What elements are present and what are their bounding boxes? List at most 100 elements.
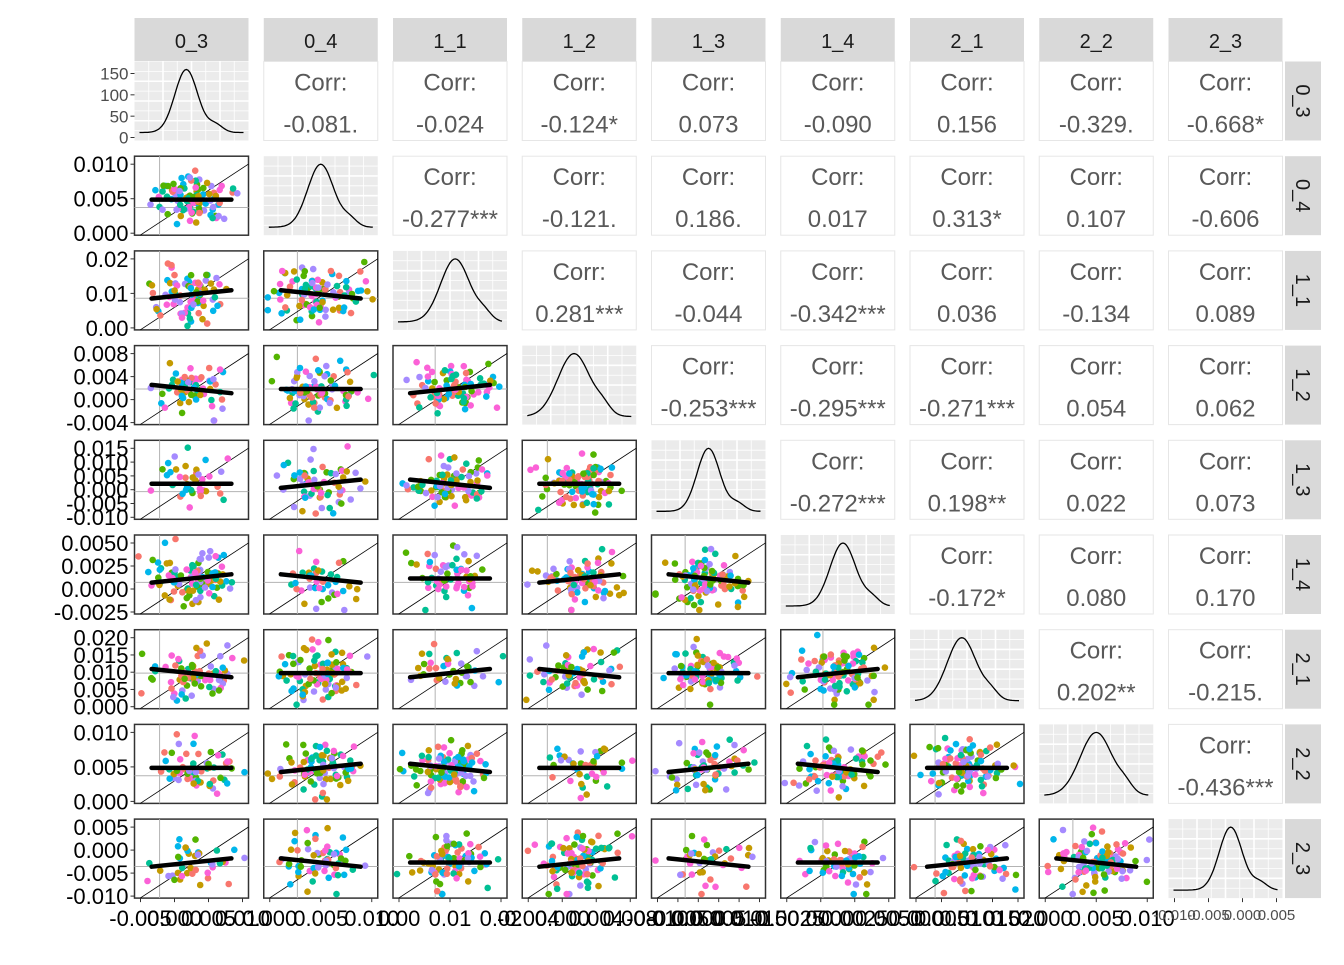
scatter-point	[822, 736, 830, 743]
scatter-point	[335, 559, 343, 567]
scatter-point	[935, 779, 943, 787]
scatter-point	[178, 872, 186, 880]
scatter-point	[863, 890, 870, 898]
corr-value-1_4-2_1: -0.172*	[928, 585, 1005, 612]
scatter-point	[745, 844, 753, 852]
scatter-point	[803, 742, 811, 750]
scatter-point	[439, 471, 446, 479]
scatter-point	[216, 281, 223, 288]
corr-panel-0_3-1_3	[651, 61, 766, 141]
scatter-point	[220, 496, 227, 504]
scatter-points-2_1-1_4	[780, 629, 895, 710]
scatter-point	[1072, 842, 1079, 850]
scatter-point	[549, 774, 556, 781]
scatter-point	[795, 782, 803, 789]
fit-line	[149, 856, 234, 869]
scatter-point	[1099, 848, 1106, 855]
scatter-points-2_3-2_1	[910, 819, 1025, 899]
scatter-point	[340, 871, 348, 879]
scatter-point	[555, 662, 562, 669]
scatter-point	[195, 471, 202, 478]
scatter-point	[951, 875, 958, 883]
scatter-point	[688, 871, 696, 878]
corr-panel-0_3-2_2	[1038, 61, 1154, 141]
scatter-point	[319, 696, 327, 703]
scatter-point	[707, 756, 714, 764]
corr-panel-1_1-1_4	[780, 250, 896, 331]
scatter-point	[156, 566, 164, 573]
scatter-point	[186, 217, 194, 225]
scatter-point	[316, 584, 323, 592]
scatter-point	[968, 854, 976, 861]
scatter-point	[553, 885, 561, 893]
scatter-point	[597, 649, 604, 656]
scatter-point	[590, 758, 597, 765]
scatter-point	[223, 578, 230, 585]
scatter-point	[323, 362, 330, 370]
scatter-point	[291, 837, 298, 845]
scatter-point	[859, 843, 866, 851]
right-strip-1_1	[1285, 250, 1321, 330]
fit-line	[666, 856, 751, 869]
fit-line	[666, 761, 751, 775]
corr-value-1_2-2_1: -0.271***	[919, 396, 1015, 423]
scatter-point	[273, 353, 281, 361]
scatter-point	[527, 466, 534, 474]
scatter-point	[749, 853, 756, 861]
scatter-point	[849, 870, 857, 878]
scatter-point	[459, 778, 467, 785]
scatter-point	[138, 650, 146, 658]
scatter-point	[291, 472, 298, 479]
scatter-point	[573, 833, 581, 841]
scatter-point	[468, 387, 475, 395]
x-tick-label: 0.000	[147, 906, 202, 931]
y-tick-label: 0	[119, 129, 128, 148]
scatter-point	[161, 539, 169, 547]
corr-panel-2_2-2_3	[1168, 723, 1283, 804]
scatter-point	[166, 559, 174, 567]
scatter-point	[206, 780, 214, 788]
scatter-point	[577, 882, 584, 889]
corr-panel-0_4-1_4	[780, 155, 896, 236]
corr-panel-0_3-2_3	[1168, 61, 1283, 141]
scatter-point	[584, 884, 592, 892]
scatter-point	[960, 758, 967, 766]
y-tick-label: 0.000	[73, 838, 128, 863]
x-tick-label: 0.005	[1069, 906, 1124, 931]
scatter-point	[705, 679, 713, 687]
scatter-point	[829, 773, 836, 780]
scatter-point	[852, 881, 860, 888]
density-curve-2_3	[1173, 826, 1278, 891]
x-tick-label: 0.015	[732, 906, 787, 931]
scatter-point	[171, 453, 178, 460]
scatter-points-2_3-1_1	[393, 819, 508, 899]
scatter-point	[583, 773, 591, 780]
scatter-points-2_1-1_1	[393, 629, 508, 710]
scatter-point	[740, 593, 748, 601]
scatter-point	[603, 783, 611, 790]
scatter-point	[451, 502, 459, 510]
scatter-point	[432, 400, 439, 407]
y-tick-label: 0.015	[73, 436, 128, 461]
scatter-point	[1127, 844, 1135, 851]
scatter-point	[720, 653, 728, 660]
x-tick-label: 0.005	[181, 906, 236, 931]
scatter-point	[432, 565, 440, 573]
scatter-point	[196, 881, 204, 889]
scatter-point	[300, 488, 308, 496]
scatter-point	[164, 459, 172, 467]
scatter-point	[454, 849, 461, 856]
scatter-point	[595, 882, 602, 890]
scatter-point	[966, 745, 973, 753]
scatter-point	[159, 188, 166, 195]
right-strip-2_3	[1285, 819, 1321, 899]
scatter-point	[867, 868, 874, 876]
scatter-point	[309, 878, 317, 885]
top-strip-2_2	[1039, 18, 1154, 61]
scatter-point	[160, 182, 167, 189]
scatter-point	[241, 768, 248, 776]
scatter-point	[699, 868, 706, 876]
scatter-point	[171, 271, 178, 279]
scatter-point	[329, 306, 337, 314]
corr-label: Corr:	[553, 259, 606, 286]
